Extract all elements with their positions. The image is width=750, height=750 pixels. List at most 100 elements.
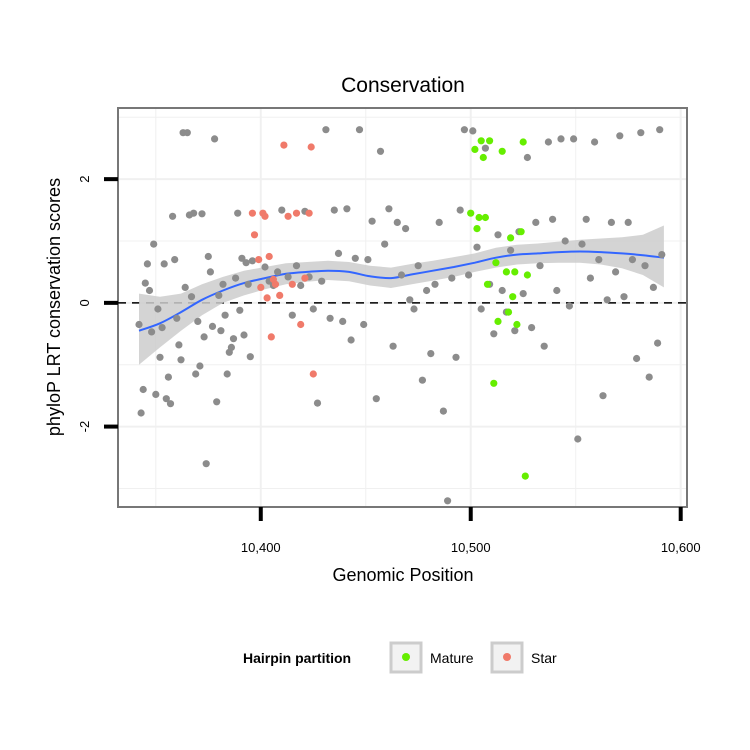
y-axis-ticks: -2 0 2	[77, 176, 118, 432]
data-point-mature	[479, 153, 487, 162]
data-point-other	[402, 225, 410, 233]
data-point-other	[234, 209, 242, 217]
data-point-star	[292, 209, 301, 217]
data-point-other	[137, 409, 145, 417]
data-point-other	[565, 302, 574, 310]
data-point-other	[607, 218, 616, 226]
data-point-other	[435, 218, 443, 226]
data-point-other	[519, 290, 527, 298]
data-point-other	[190, 209, 198, 217]
data-point-mature	[492, 259, 500, 267]
data-point-mature	[509, 293, 517, 301]
data-point-other	[284, 273, 292, 281]
data-point-other	[343, 205, 351, 213]
data-point-mature	[490, 379, 498, 387]
data-point-other	[656, 126, 664, 134]
data-point-other	[164, 373, 172, 381]
data-point-other	[393, 218, 401, 226]
data-point-other	[158, 324, 166, 332]
data-point-other	[347, 336, 355, 344]
data-point-other	[196, 362, 204, 370]
data-point-other	[649, 283, 658, 291]
data-point-other	[334, 249, 343, 257]
data-point-other	[452, 353, 460, 361]
data-point-other	[418, 376, 426, 384]
data-point-other	[423, 286, 431, 295]
data-point-other	[192, 370, 200, 378]
data-point-other	[397, 271, 406, 279]
data-point-other	[381, 240, 389, 248]
data-point-other	[309, 305, 317, 313]
data-point-other	[152, 390, 160, 398]
data-point-other	[603, 296, 611, 304]
data-point-other	[261, 263, 269, 271]
data-point-other	[326, 314, 334, 322]
data-point-other	[360, 320, 368, 329]
data-point-star	[276, 291, 284, 299]
data-point-other	[586, 274, 595, 282]
data-point-mature	[498, 147, 506, 155]
data-point-other	[148, 328, 156, 336]
data-point-mature	[519, 138, 527, 146]
data-point-mature	[483, 280, 492, 288]
data-point-other	[135, 320, 143, 329]
legend-label-mature: Mature	[430, 650, 474, 666]
data-point-mature	[471, 145, 479, 153]
data-point-other	[278, 206, 286, 214]
data-point-other	[511, 327, 519, 335]
data-point-other	[376, 147, 385, 155]
data-point-other	[494, 231, 502, 239]
data-point-other	[194, 317, 202, 325]
data-point-star	[265, 252, 273, 261]
y-tick-label: 0	[77, 299, 92, 306]
data-point-other	[221, 311, 229, 319]
data-point-star	[248, 209, 256, 217]
data-point-other	[578, 240, 586, 248]
data-point-other	[141, 279, 149, 287]
data-point-star	[271, 280, 280, 288]
data-point-other	[339, 317, 347, 325]
data-point-other	[175, 341, 183, 349]
data-point-star	[288, 280, 296, 288]
data-point-other	[169, 212, 177, 220]
data-point-other	[540, 342, 548, 350]
data-point-star	[305, 209, 313, 217]
data-point-other	[166, 400, 175, 408]
data-point-mature	[521, 472, 529, 480]
data-point-other	[645, 373, 653, 381]
data-point-other	[198, 210, 206, 218]
legend: Hairpin partition Mature Star	[243, 641, 557, 674]
data-point-other	[368, 217, 376, 225]
data-point-star	[255, 256, 263, 264]
data-point-other	[171, 256, 179, 264]
data-point-star	[263, 294, 271, 302]
data-point-other	[215, 291, 223, 299]
data-point-other	[173, 314, 181, 322]
data-point-other	[355, 126, 364, 134]
data-point-other	[236, 306, 244, 314]
data-point-other	[574, 435, 582, 443]
data-point-other	[561, 237, 569, 245]
data-point-other	[227, 343, 235, 351]
confidence-band	[139, 225, 664, 365]
data-point-other	[330, 206, 338, 214]
data-point-other	[620, 293, 628, 301]
data-point-other	[351, 254, 359, 262]
legend-key-star	[490, 641, 524, 674]
data-point-other	[145, 286, 154, 295]
data-point-other	[595, 256, 603, 264]
data-point-other	[150, 240, 158, 248]
data-point-other	[591, 138, 599, 146]
data-point-other	[200, 333, 208, 341]
data-point-other	[232, 274, 240, 282]
data-point-other	[612, 268, 620, 276]
data-point-other	[219, 280, 227, 288]
data-point-other	[385, 205, 393, 213]
data-point-other	[208, 322, 217, 330]
data-point-other	[156, 353, 164, 361]
data-point-other	[481, 144, 489, 152]
data-point-other	[246, 353, 254, 361]
x-tick-label: 10,600	[661, 540, 701, 555]
data-point-other	[448, 274, 456, 282]
data-point-other	[549, 215, 557, 223]
